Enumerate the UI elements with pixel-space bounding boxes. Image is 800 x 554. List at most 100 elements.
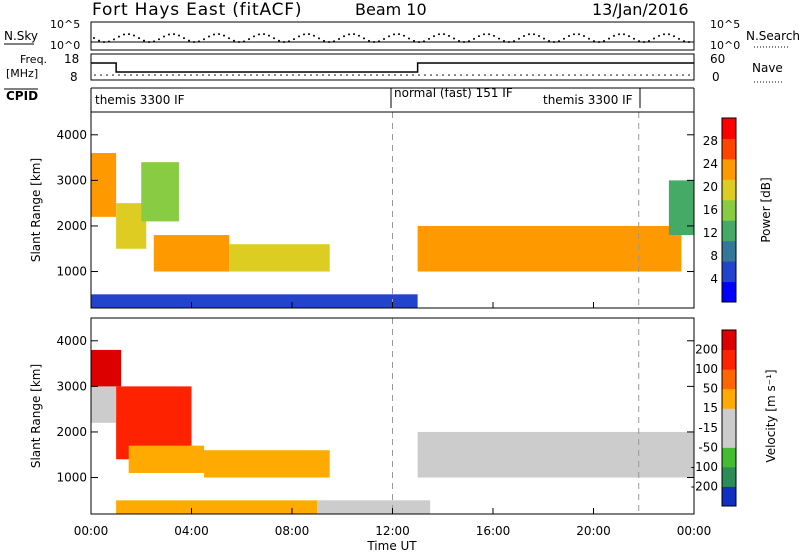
nave-dot-84 bbox=[598, 74, 600, 76]
nave-dot-57 bbox=[436, 74, 438, 76]
velocity-region-3 bbox=[128, 445, 205, 473]
noise-dot-7 bbox=[128, 33, 130, 36]
noise-dot-67 bbox=[428, 37, 430, 40]
power-colorbar-color-7 bbox=[722, 138, 736, 160]
freq-left-label-1: Freq. bbox=[20, 53, 47, 66]
noise-dot-55 bbox=[368, 39, 370, 42]
noise-dot-49 bbox=[338, 38, 340, 41]
noise-dot-40 bbox=[293, 38, 295, 41]
noise-dot-107 bbox=[628, 35, 630, 38]
freq-line bbox=[91, 62, 694, 73]
nave-dot-89 bbox=[628, 74, 630, 76]
power-y-tick-label-3: 1000 bbox=[56, 265, 87, 279]
power-colorbar-frame bbox=[721, 117, 737, 303]
noise-dot-98 bbox=[583, 35, 585, 38]
velocity-colorbar-color-7 bbox=[722, 349, 736, 370]
velocity-colorbar-tick-label-0: 200 bbox=[695, 343, 718, 357]
velocity-colorbar-color-0 bbox=[722, 486, 736, 507]
cpid-segment-1: themis 3300 IF bbox=[95, 93, 185, 107]
nave-dot-9 bbox=[148, 74, 150, 76]
noise-dot-60 bbox=[393, 33, 395, 36]
noise-dot-42 bbox=[303, 33, 305, 36]
nave-dot-3 bbox=[112, 74, 114, 76]
power-colorbar-color-5 bbox=[722, 179, 736, 201]
nave-dot-36 bbox=[310, 74, 312, 76]
nave-dot-86 bbox=[610, 74, 612, 76]
nave-dot-66 bbox=[490, 74, 492, 76]
cpid-segment-2: normal (fast) 151 IF bbox=[394, 86, 513, 100]
nave-dot-92 bbox=[646, 74, 648, 76]
power-y-tick-label-1: 3000 bbox=[56, 173, 87, 187]
power-region-5 bbox=[417, 225, 682, 272]
velocity-colorbar-tick-label-5: -50 bbox=[698, 440, 718, 454]
velocity-colorbar-tick-label-3: 15 bbox=[703, 401, 718, 415]
noise-dot-96 bbox=[573, 33, 575, 36]
noise-dot-34 bbox=[263, 33, 265, 36]
power-region-4 bbox=[229, 244, 330, 272]
nave-dot-41 bbox=[340, 74, 342, 76]
noise-dot-4 bbox=[113, 38, 115, 41]
noise-dot-32 bbox=[253, 35, 255, 38]
noise-panel: N.Sky 10^5 10^0 10^5 10^0 N.Search bbox=[4, 18, 800, 52]
nave-dot-43 bbox=[352, 74, 354, 76]
power-region-6 bbox=[668, 180, 694, 236]
nave-dot-40 bbox=[334, 74, 336, 76]
noise-dot-68 bbox=[433, 35, 435, 38]
velocity-colorbar-tick-label-6: -100 bbox=[691, 460, 718, 474]
nave-dot-2 bbox=[106, 74, 108, 76]
nave-dot-91 bbox=[640, 74, 642, 76]
velocity-colorbar-color-4 bbox=[722, 408, 736, 429]
cpid-segment-3: themis 3300 IF bbox=[543, 93, 633, 107]
nave-dot-29 bbox=[268, 74, 270, 76]
noise-dot-26 bbox=[223, 34, 225, 37]
noise-dot-33 bbox=[258, 33, 260, 36]
noise-dot-69 bbox=[438, 33, 440, 36]
noise-trace bbox=[91, 33, 694, 43]
noise-dot-16 bbox=[173, 33, 175, 36]
nave-dot-8 bbox=[142, 74, 144, 76]
noise-dot-52 bbox=[353, 33, 355, 36]
nave-dot-5 bbox=[124, 74, 126, 76]
noise-dot-25 bbox=[218, 33, 220, 36]
nave-dot-1 bbox=[100, 74, 102, 76]
power-colorbar-color-3 bbox=[722, 220, 736, 242]
noise-dot-77 bbox=[478, 35, 480, 38]
nave-dot-63 bbox=[472, 74, 474, 76]
nave-dot-65 bbox=[484, 74, 486, 76]
nave-dot-33 bbox=[292, 74, 294, 76]
nave-dot-88 bbox=[622, 74, 624, 76]
nave-dot-10 bbox=[154, 74, 156, 76]
freq-left-tick-top: 18 bbox=[64, 52, 79, 66]
nave-dot-31 bbox=[280, 74, 282, 76]
noise-dot-24 bbox=[213, 33, 215, 36]
nave-dot-59 bbox=[448, 74, 450, 76]
nave-dot-90 bbox=[634, 74, 636, 76]
noise-dot-51 bbox=[348, 33, 350, 36]
nave-dot-50 bbox=[394, 74, 396, 76]
nave-dot-19 bbox=[208, 74, 210, 76]
power-y-tick-label-0: 4000 bbox=[56, 128, 87, 142]
power-colorbar-label: Power [dB] bbox=[759, 177, 773, 242]
nave-dot-25 bbox=[244, 74, 246, 76]
power-colorbar-color-0 bbox=[722, 281, 736, 303]
freq-right-tick-top: 60 bbox=[710, 52, 725, 66]
noise-dot-85 bbox=[518, 37, 520, 40]
x-axis-label: Time UT bbox=[366, 539, 417, 553]
noise-dot-61 bbox=[398, 33, 400, 36]
nave-dot-17 bbox=[196, 74, 198, 76]
noise-dot-28 bbox=[233, 39, 235, 42]
noise-right-tick-top: 10^5 bbox=[710, 18, 740, 31]
noise-dot-104 bbox=[613, 34, 615, 37]
noise-dot-108 bbox=[633, 37, 635, 40]
nave-dot-13 bbox=[172, 74, 174, 76]
nave-dot-18 bbox=[202, 74, 204, 76]
noise-dot-14 bbox=[163, 35, 165, 38]
beam-label: Beam 10 bbox=[355, 0, 427, 19]
nave-dot-64 bbox=[478, 74, 480, 76]
nave-dot-75 bbox=[544, 74, 546, 76]
nave-dot-82 bbox=[586, 74, 588, 76]
nave-dot-35 bbox=[304, 74, 306, 76]
velocity-colorbar-color-6 bbox=[722, 369, 736, 390]
power-region-0 bbox=[91, 153, 117, 217]
nave-dot-23 bbox=[232, 74, 234, 76]
